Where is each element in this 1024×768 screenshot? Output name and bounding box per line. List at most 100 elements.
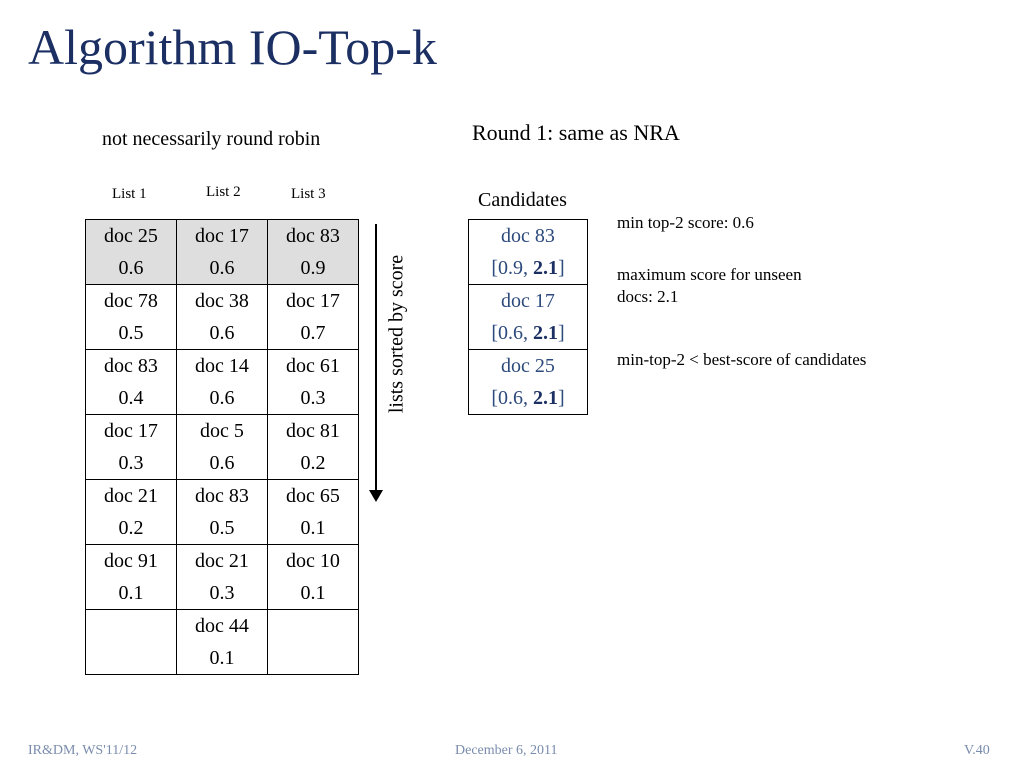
list-cell: doc 17 0.3 xyxy=(85,414,177,480)
comparison-note: min-top-2 < best-score of candidates xyxy=(617,350,867,369)
doc-id: doc 10 xyxy=(286,550,340,572)
list-cell xyxy=(85,609,177,675)
list-cell: doc 83 0.9 xyxy=(267,219,359,285)
list-cell: doc 83 0.4 xyxy=(85,349,177,415)
list-cell: doc 17 0.6 xyxy=(176,219,268,285)
arrow-down-icon xyxy=(369,490,383,502)
candidates-header: Candidates xyxy=(478,189,567,211)
doc-id: doc 65 xyxy=(286,485,340,507)
doc-score: 0.1 xyxy=(118,582,144,604)
list-cell: doc 10 0.1 xyxy=(267,544,359,610)
doc-score: 0.2 xyxy=(300,452,326,474)
lists-row: doc 91 0.1 doc 21 0.3 doc 10 0.1 xyxy=(85,544,359,610)
doc-id: doc 17 xyxy=(104,420,158,442)
list-2-header: List 2 xyxy=(206,184,241,200)
doc-id: doc 61 xyxy=(286,355,340,377)
doc-score: 0.6 xyxy=(209,387,235,409)
list-cell: doc 81 0.2 xyxy=(267,414,359,480)
round-robin-note: not necessarily round robin xyxy=(102,128,321,150)
candidate-row: doc 83 [0.9, 2.1] xyxy=(468,219,588,285)
doc-score: 0.4 xyxy=(118,387,144,409)
slide-title: Algorithm IO-Top-k xyxy=(28,19,437,75)
list-cell: doc 61 0.3 xyxy=(267,349,359,415)
doc-id: doc 14 xyxy=(195,355,249,377)
doc-score: 0.1 xyxy=(300,517,326,539)
candidate-doc: doc 17 xyxy=(501,290,555,312)
candidate-worst-score: 0.6 xyxy=(498,387,523,409)
doc-id: doc 91 xyxy=(104,550,158,572)
doc-id: doc 25 xyxy=(104,225,158,247)
min-top2-note: min top-2 score: 0.6 xyxy=(617,213,754,232)
sort-arrow-line xyxy=(375,224,377,492)
list-cell xyxy=(267,609,359,675)
lists-row: doc 78 0.5 doc 38 0.6 doc 17 0.7 xyxy=(85,284,359,350)
doc-id: doc 17 xyxy=(195,225,249,247)
doc-score: 0.2 xyxy=(118,517,144,539)
candidate-cell: doc 17 [0.6, 2.1] xyxy=(468,284,588,350)
doc-id: doc 78 xyxy=(104,290,158,312)
list-cell: doc 65 0.1 xyxy=(267,479,359,545)
doc-id: doc 21 xyxy=(195,550,249,572)
list-1-header: List 1 xyxy=(112,186,147,202)
footer-course: IR&DM, WS'11/12 xyxy=(28,743,138,758)
candidate-best-score: 2.1 xyxy=(533,322,558,344)
list-cell: doc 38 0.6 xyxy=(176,284,268,350)
candidate-cell: doc 25 [0.6, 2.1] xyxy=(468,349,588,415)
candidate-row: doc 25 [0.6, 2.1] xyxy=(468,349,588,415)
doc-score: 0.3 xyxy=(300,387,326,409)
max-unseen-note: maximum score for unseen docs: 2.1 xyxy=(617,264,802,308)
footer-date: December 6, 2011 xyxy=(455,743,558,758)
doc-score: 0.3 xyxy=(118,452,144,474)
doc-id: doc 83 xyxy=(104,355,158,377)
list-cell: doc 21 0.3 xyxy=(176,544,268,610)
list-cell: doc 91 0.1 xyxy=(85,544,177,610)
sorted-lists-table: doc 25 0.6 doc 17 0.6 doc 83 0.9 doc 78 0.5 doc … xyxy=(85,219,359,675)
list-cell: doc 78 0.5 xyxy=(85,284,177,350)
doc-score: 0.1 xyxy=(300,582,326,604)
list-cell: doc 14 0.6 xyxy=(176,349,268,415)
list-cell: doc 21 0.2 xyxy=(85,479,177,545)
candidate-row: doc 17 [0.6, 2.1] xyxy=(468,284,588,350)
candidate-doc: doc 83 xyxy=(501,225,555,247)
lists-row: doc 25 0.6 doc 17 0.6 doc 83 0.9 xyxy=(85,219,359,285)
lists-row: doc 83 0.4 doc 14 0.6 doc 61 0.3 xyxy=(85,349,359,415)
doc-id: doc 5 xyxy=(200,420,244,442)
doc-id: doc 38 xyxy=(195,290,249,312)
doc-score: 0.6 xyxy=(209,257,235,279)
doc-score: 0.9 xyxy=(300,257,326,279)
doc-score: 0.7 xyxy=(300,322,326,344)
doc-score: 0.1 xyxy=(209,647,235,669)
candidate-doc: doc 25 xyxy=(501,355,555,377)
lists-row: doc 17 0.3 doc 5 0.6 doc 81 0.2 xyxy=(85,414,359,480)
doc-id: doc 44 xyxy=(195,615,249,637)
candidates-table: doc 83 [0.9, 2.1] doc 17 [0.6, 2.1] doc 25 [0… xyxy=(468,219,588,415)
doc-id: doc 17 xyxy=(286,290,340,312)
candidate-cell: doc 83 [0.9, 2.1] xyxy=(468,219,588,285)
doc-score: 0.3 xyxy=(209,582,235,604)
doc-id: doc 83 xyxy=(286,225,340,247)
candidate-best-score: 2.1 xyxy=(533,257,558,279)
round-heading: Round 1: same as NRA xyxy=(472,120,680,145)
list-cell: doc 17 0.7 xyxy=(267,284,359,350)
lists-row: doc 44 0.1 xyxy=(85,609,359,675)
doc-score: 0.6 xyxy=(118,257,144,279)
list-cell: doc 83 0.5 xyxy=(176,479,268,545)
list-cell: doc 5 0.6 xyxy=(176,414,268,480)
list-cell: doc 25 0.6 xyxy=(85,219,177,285)
doc-id: doc 83 xyxy=(195,485,249,507)
candidate-worst-score: 0.6 xyxy=(498,322,523,344)
candidate-worst-score: 0.9 xyxy=(498,257,523,279)
list-3-header: List 3 xyxy=(291,186,326,202)
list-cell: doc 44 0.1 xyxy=(176,609,268,675)
doc-score: 0.6 xyxy=(209,452,235,474)
max-unseen-line-2: docs: 2.1 xyxy=(617,287,679,306)
footer-slide-number: V.40 xyxy=(964,743,990,758)
max-unseen-line-1: maximum score for unseen xyxy=(617,265,802,284)
doc-score: 0.6 xyxy=(209,322,235,344)
doc-id: doc 81 xyxy=(286,420,340,442)
candidate-score-range: [0.9, 2.1] xyxy=(491,257,565,279)
doc-score: 0.5 xyxy=(118,322,144,344)
candidate-best-score: 2.1 xyxy=(533,387,558,409)
doc-score: 0.5 xyxy=(209,517,235,539)
doc-id: doc 21 xyxy=(104,485,158,507)
